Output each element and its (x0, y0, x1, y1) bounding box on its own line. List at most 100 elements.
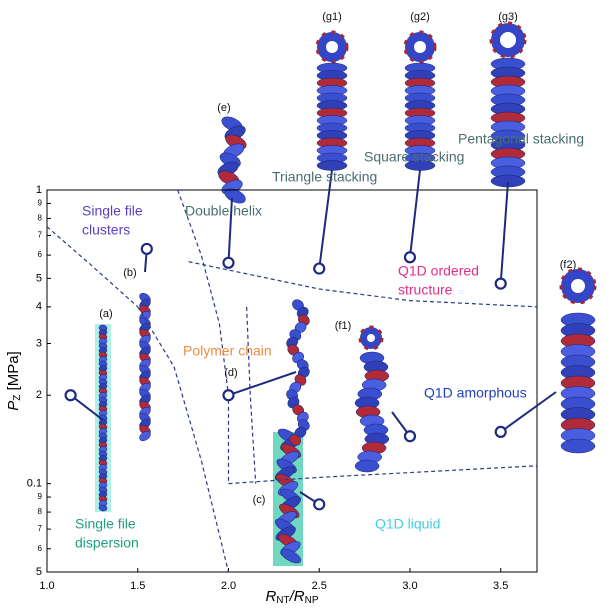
state-marker (313, 498, 326, 511)
panel-label: (g3) (498, 11, 518, 23)
state-marker (140, 242, 153, 256)
x-tick-label: 1.0 (39, 580, 54, 592)
y-tick-label: 8 (38, 214, 43, 223)
region-label: Pentagonal stacking (458, 131, 584, 147)
region-label: Single file (82, 203, 143, 219)
panel-label: (f2) (560, 259, 577, 271)
phase-boundary (188, 261, 538, 308)
y-tick-label: 9 (38, 199, 43, 208)
np-snapshot (354, 351, 390, 473)
x-tick-label: 2.0 (221, 580, 236, 592)
ring-hole (414, 41, 426, 53)
nanoparticle (560, 438, 596, 454)
leader-line (408, 169, 421, 258)
x-label-part: /R (289, 588, 305, 605)
y-label-part: [MPa] (5, 351, 22, 394)
phase-boundary (246, 306, 257, 484)
leader-line (69, 394, 104, 421)
np-snapshot (316, 62, 348, 171)
state-marker (313, 262, 326, 275)
y-tick-label: 5 (36, 566, 42, 578)
x-label-part: R (265, 588, 276, 605)
np-snapshot (560, 312, 596, 454)
plot-frame (46, 189, 538, 573)
phase-boundary (137, 306, 230, 573)
ring-hole (571, 279, 585, 293)
np-ring (358, 325, 384, 351)
state-marker (403, 430, 417, 443)
np-snapshot (217, 116, 247, 204)
y-label-part: Z (12, 395, 23, 401)
y-tick-label: 6 (38, 544, 43, 553)
y-tick-label: 8 (38, 507, 43, 516)
ring-hole (326, 41, 338, 53)
phase-boundary (177, 189, 230, 484)
np-ring (489, 21, 527, 59)
y-tick-label: 7 (38, 231, 43, 240)
region-label: Q1D ordered (398, 263, 479, 279)
np-snapshot (286, 299, 310, 446)
y-tick-label: 9 (38, 492, 43, 501)
y-tick-label: 4 (36, 301, 42, 313)
np-snapshot (404, 62, 436, 171)
leader-line (318, 169, 333, 269)
state-marker (494, 425, 507, 439)
y-tick-label: 5 (36, 272, 42, 284)
state-marker (222, 256, 235, 269)
np-snapshot (95, 324, 111, 512)
y-tick-label: 2 (36, 389, 42, 401)
np-ring (559, 267, 597, 305)
region-label: Square stacking (364, 149, 464, 165)
leader-line (227, 197, 233, 263)
region-label: Single file (75, 516, 136, 532)
nanoparticle (280, 548, 301, 564)
phase-boundary (228, 465, 538, 485)
state-marker (222, 389, 235, 402)
ring-hole (500, 32, 516, 48)
panel-label: (a) (99, 308, 112, 320)
region-label: Double helix (185, 203, 262, 219)
y-tick-label: 7 (38, 524, 43, 533)
x-axis-label: RNT/RNP (265, 588, 318, 606)
y-tick-label: 3 (36, 337, 42, 349)
nanoparticle (139, 430, 151, 442)
phase-boundary (46, 226, 139, 308)
y-tick-label: 6 (38, 250, 43, 259)
panel-label: (c) (253, 494, 266, 506)
np-snapshot (139, 292, 151, 442)
x-tick-label: 3.5 (493, 580, 508, 592)
x-label-part: NT (276, 595, 289, 606)
state-marker (403, 251, 417, 264)
panel-label: (g1) (322, 11, 342, 23)
region-label: clusters (82, 222, 130, 238)
np-snapshot (273, 428, 303, 566)
panel-label: (f1) (335, 320, 352, 332)
np-ring (403, 30, 437, 64)
leader-line (500, 391, 557, 433)
x-tick-label: 2.5 (312, 580, 327, 592)
x-tick-label: 3.0 (402, 580, 417, 592)
y-tick-label: 0.1 (27, 478, 42, 490)
leader-line (228, 371, 297, 397)
y-tick-label: 1 (36, 184, 42, 196)
nanoparticle (98, 504, 108, 512)
x-tick-label: 1.5 (130, 580, 145, 592)
region-label: structure (398, 282, 453, 298)
state-marker (494, 277, 507, 290)
region-label: Q1D amorphous (424, 385, 527, 401)
region-label: Triangle stacking (272, 169, 377, 185)
region-label: dispersion (75, 535, 139, 551)
state-marker (64, 389, 77, 402)
nanoparticle (354, 459, 380, 473)
region-label: Polymer chain (183, 343, 272, 359)
region-label: Q1D liquid (375, 516, 440, 532)
ring-hole (367, 334, 375, 342)
np-snapshot (490, 57, 526, 188)
leader-line (499, 181, 509, 284)
np-ring (315, 30, 349, 64)
panel-label: (b) (123, 267, 136, 279)
y-label-part: P (5, 401, 22, 411)
panel-label: (g2) (410, 11, 430, 23)
panel-label: (d) (224, 367, 237, 379)
